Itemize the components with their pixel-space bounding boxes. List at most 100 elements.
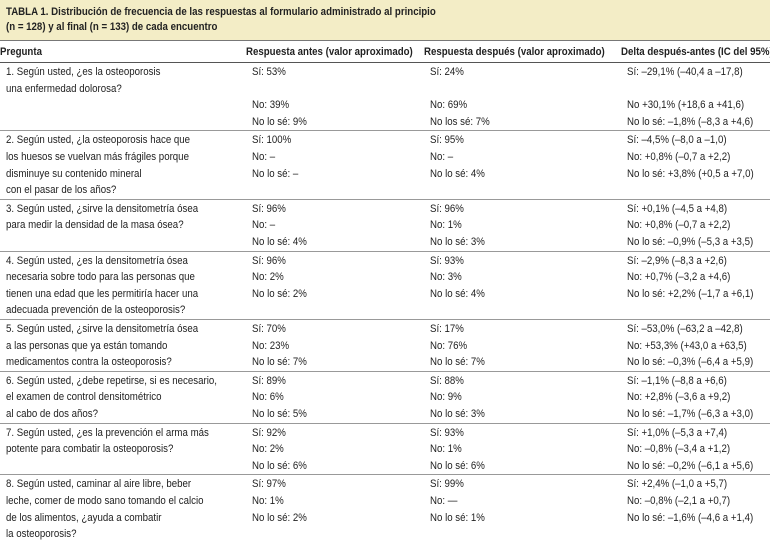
cell-line: medicamentos contra la osteoporosis?	[6, 356, 172, 369]
table-row: 1. Según usted, ¿es la osteoporosis una e…	[0, 63, 770, 130]
cell-line: No: 2%	[252, 443, 284, 456]
cell-line: No: +53,3% (+43,0 a +63,5)	[627, 339, 747, 352]
blank-line	[627, 81, 753, 98]
cell-line: la osteoporosis?	[6, 528, 77, 541]
cell-line: una enfermedad dolorosa?	[6, 82, 122, 95]
answer-cell: Sí: +1,0% (–5,3 a +7,4) No: –0,8% (–3,4 a…	[627, 424, 770, 475]
question-cell: 4. Según usted, ¿es la densitometría óse…	[0, 252, 252, 319]
cell-line: No: +2,8% (–3,6 a +9,2)	[627, 391, 731, 404]
cell-line: No lo sé: 1%	[430, 511, 485, 524]
title-line: (n = 128) y al final (n = 133) de cada e…	[6, 21, 218, 33]
cell-line: No lo sé: –0,3% (–6,4 a +5,9)	[627, 356, 754, 369]
cell-line: No: 23%	[252, 339, 290, 352]
header-text: Delta después-antes (IC del 95%)	[621, 45, 770, 58]
question-cell: 3. Según usted, ¿sirve la densitometría …	[0, 200, 252, 251]
answer-cell: Sí: –29,1% (–40,4 a –17,8) No +30,1% (+1…	[627, 63, 770, 130]
cell-line: No: 76%	[430, 339, 468, 352]
answer-cell: Sí: 17% No: 76% No lo sé: 7%	[430, 320, 627, 371]
cell-line: Sí: 93%	[430, 254, 464, 267]
answer-cell: Sí: 53% No: 39% No lo sé: 9%	[252, 63, 430, 130]
cell-line: No: –	[430, 150, 454, 163]
cell-line: disminuye su contenido mineral	[6, 167, 142, 180]
header-cell: Respuesta después (valor aproximado)	[424, 45, 621, 59]
question-cell: 5. Según usted, ¿sirve la densitometría …	[0, 320, 252, 371]
cell-line: No lo sé: 7%	[252, 356, 307, 369]
answer-cell: Sí: 96% No: – No lo sé: 4%	[252, 200, 430, 251]
question-cell: 8. Según usted, caminar al aire libre, b…	[0, 475, 252, 542]
cell-line: No: –	[252, 150, 276, 163]
table-row: 2. Según usted, ¿la osteoporosis hace qu…	[0, 130, 770, 198]
header-cell: Delta después-antes (IC del 95%)	[621, 45, 770, 59]
cell-line: No lo sé: –	[252, 167, 299, 180]
cell-line: Sí: 99%	[430, 478, 464, 491]
cell-line: No los sé: 7%	[430, 115, 490, 128]
cell-line: para medir la densidad de la masa ósea?	[6, 219, 184, 232]
answer-cell: Sí: –4,5% (–8,0 a –1,0) No: +0,8% (–0,7 a…	[627, 131, 770, 198]
cell-line: leche, comer de modo sano tomando el cal…	[6, 494, 204, 507]
cell-line: No lo sé: 3%	[430, 407, 485, 420]
cell-line: Sí: –1,1% (–8,8 a +6,6)	[627, 374, 727, 387]
cell-line: No: –0,8% (–2,1 a +0,7)	[627, 494, 731, 507]
title-line: TABLA 1. Distribución de frecuencia de l…	[6, 6, 436, 18]
cell-line: No lo sé: +3,8% (+0,5 a +7,0)	[627, 167, 754, 180]
cell-line: No: +0,7% (–3,2 a +4,6)	[627, 271, 731, 284]
cell-line: No: +0,8% (–0,7 a +2,2)	[627, 219, 731, 232]
header-text: Pregunta	[0, 45, 42, 58]
cell-line: 7. Según usted, ¿es la prevención el arm…	[6, 426, 209, 439]
cell-line: los huesos se vuelvan más frágiles porqu…	[6, 150, 189, 163]
cell-line: Sí: +0,1% (–4,5 a +4,8)	[627, 202, 728, 215]
cell-line: No: 1%	[430, 219, 462, 232]
answer-cell: Sí: +2,4% (–1,0 a +5,7) No: –0,8% (–2,1 a…	[627, 475, 770, 542]
cell-line: 3. Según usted, ¿sirve la densitometría …	[6, 202, 199, 215]
cell-line: Sí: 24%	[430, 66, 464, 78]
answer-cell: Sí: 93% No: 3% No lo sé: 4%	[430, 252, 627, 319]
cell-line: No lo sé: –0,2% (–6,1 a +5,6)	[627, 459, 754, 472]
table: Pregunta Respuesta antes (valor aproximad…	[0, 40, 770, 543]
header-row: Pregunta Respuesta antes (valor aproximad…	[0, 40, 770, 63]
answer-cell: Sí: –53,0% (–63,2 a –42,8) No: +53,3% (+4…	[627, 320, 770, 371]
blank-line	[252, 81, 409, 98]
cell-line: Sí: +1,0% (–5,3 a +7,4)	[627, 426, 728, 439]
cell-line: Sí: 88%	[430, 374, 464, 387]
cell-line: Sí: 96%	[252, 202, 286, 215]
cell-line: tienen una edad que les permitiría hacer…	[6, 287, 199, 300]
answer-cell: Sí: 24% No: 69% No los sé: 7%	[430, 63, 627, 130]
blank-line	[430, 81, 603, 98]
cell-line: Sí: 100%	[252, 134, 292, 147]
cell-line: No: 1%	[252, 494, 284, 507]
cell-line: No lo sé: 4%	[252, 235, 307, 248]
cell-line: No: 69%	[430, 99, 468, 112]
cell-line: No lo sé: –0,9% (–5,3 a +3,5)	[627, 235, 754, 248]
table-row: 7. Según usted, ¿es la prevención el arm…	[0, 422, 770, 475]
cell-line: No +30,1% (+18,6 a +41,6)	[627, 99, 745, 112]
cell-line: 1. Según usted, ¿es la osteoporosis	[6, 66, 161, 78]
cell-line: Sí: 96%	[430, 202, 464, 215]
answer-cell: Sí: 100% No: – No lo sé: –	[252, 131, 430, 198]
cell-line: el examen de control densitométrico	[6, 391, 162, 404]
cell-line: No lo sé: –1,8% (–8,3 a +4,6)	[627, 115, 754, 128]
cell-line: 6. Según usted, ¿debe repetirse, si es n…	[6, 374, 217, 387]
table-title: TABLA 1. Distribución de frecuencia de l…	[0, 0, 770, 40]
cell-line: a las personas que ya están tomando	[6, 339, 168, 352]
answer-cell: Sí: +0,1% (–4,5 a +4,8) No: +0,8% (–0,7 a…	[627, 200, 770, 251]
cell-line: Sí: 92%	[252, 426, 286, 439]
question-cell: 6. Según usted, ¿debe repetirse, si es n…	[0, 372, 252, 423]
cell-line: potente para combatir la osteoporosis?	[6, 443, 174, 456]
cell-line: No lo sé: 7%	[430, 356, 485, 369]
table-row: 4. Según usted, ¿es la densitometría óse…	[0, 250, 770, 319]
question-cell: 1. Según usted, ¿es la osteoporosis una e…	[0, 63, 252, 130]
cell-line: No: 6%	[252, 391, 284, 404]
table-row: 5. Según usted, ¿sirve la densitometría …	[0, 318, 770, 371]
header-text: Respuesta antes (valor aproximado)	[246, 45, 413, 58]
cell-line: Sí: 95%	[430, 134, 464, 147]
cell-line: Sí: 93%	[430, 426, 464, 439]
cell-line: No lo sé: 6%	[252, 459, 307, 472]
cell-line: Sí: 96%	[252, 254, 286, 267]
answer-cell: Sí: 96% No: 2% No lo sé: 2%	[252, 252, 430, 319]
cell-line: Sí: 89%	[252, 374, 286, 387]
cell-line: No lo sé: 9%	[252, 115, 307, 128]
cell-line: 4. Según usted, ¿es la densitometría óse…	[6, 254, 188, 267]
cell-line: 5. Según usted, ¿sirve la densitometría …	[6, 322, 199, 335]
cell-line: No lo sé: 6%	[430, 459, 485, 472]
